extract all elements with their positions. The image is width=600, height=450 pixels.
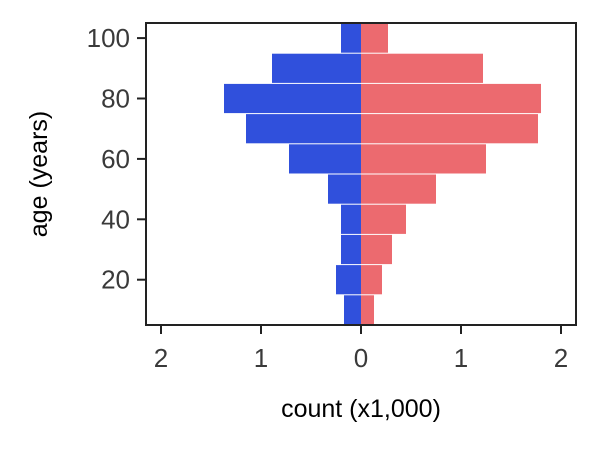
left-bar-age-20 [336,265,361,295]
left-bar-age-70 [246,114,361,144]
right-bar-age-10 [361,295,374,325]
x-tick-label: 2 [554,343,568,373]
y-tick-label: 20 [101,265,130,295]
x-tick-label: 1 [254,343,268,373]
left-bar-age-50 [328,174,361,204]
left-bar-age-40 [341,204,361,234]
y-ticks-group: 20 40 60 80 100 [87,23,146,295]
right-bar-age-50 [361,174,436,204]
y-tick-label: 40 [101,204,130,234]
y-tick-label: 80 [101,84,130,114]
left-bar-age-100 [341,23,361,53]
right-bar-age-20 [361,265,382,295]
right-bar-age-80 [361,83,541,114]
left-bar-age-10 [344,295,361,325]
bars-group [224,23,541,325]
y-tick-label: 60 [101,144,130,174]
right-bar-age-40 [361,204,406,234]
x-tick-label: 1 [454,343,468,373]
right-bar-age-70 [361,114,538,144]
left-bar-age-80 [224,83,361,114]
left-bar-age-30 [341,234,361,265]
right-bar-age-90 [361,53,483,83]
right-bar-age-60 [361,144,486,174]
x-tick-label: 0 [354,343,368,373]
left-bar-age-60 [289,144,361,174]
y-axis-label: age (years) [25,111,53,237]
x-tick-label: 2 [154,343,168,373]
x-axis-label: count (x1,000) [281,395,441,423]
left-bar-age-90 [272,53,361,83]
right-bar-age-30 [361,234,392,265]
y-tick-label: 100 [87,23,130,53]
x-ticks-group: 2 1 0 1 2 [154,325,568,373]
right-bar-age-100 [361,23,388,53]
